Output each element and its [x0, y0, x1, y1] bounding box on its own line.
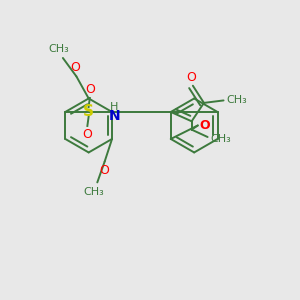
- Text: CH₃: CH₃: [83, 187, 104, 197]
- Text: CH₃: CH₃: [48, 44, 69, 54]
- Text: O: O: [200, 119, 211, 132]
- Text: H: H: [110, 102, 118, 112]
- Text: CH₃: CH₃: [210, 134, 231, 144]
- Text: O: O: [70, 61, 80, 74]
- Text: N: N: [109, 109, 120, 123]
- Text: O: O: [82, 128, 92, 141]
- Text: O: O: [100, 164, 110, 177]
- Text: S: S: [83, 104, 94, 119]
- Text: O: O: [186, 71, 196, 84]
- Text: CH₃: CH₃: [227, 95, 248, 105]
- Text: O: O: [85, 83, 95, 96]
